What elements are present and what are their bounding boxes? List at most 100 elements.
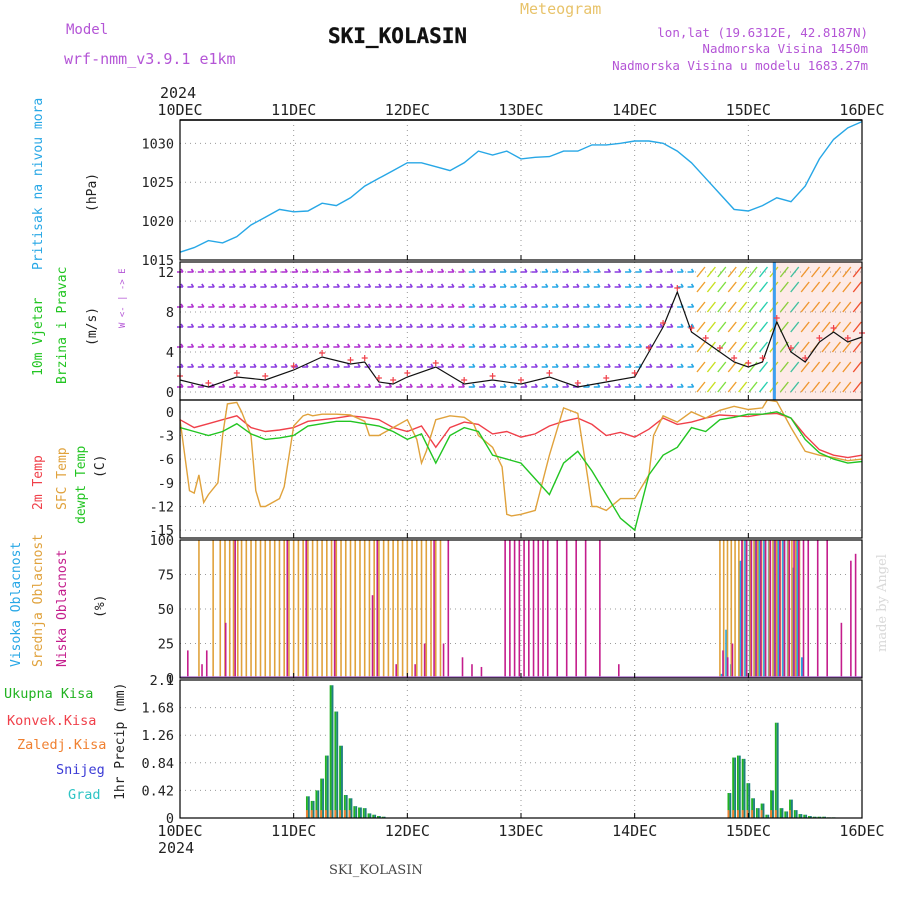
- precip-bar: [310, 800, 313, 818]
- precip-axis-labels: Ukupna Kisa Konvek.Kisa Zaledj.Kisa Snij…: [4, 683, 128, 803]
- wind-barb: [218, 303, 226, 308]
- legend-conv-rain: Konvek.Kisa: [7, 713, 96, 729]
- wind-barb: [437, 303, 445, 308]
- wind-barb: [354, 323, 361, 328]
- precip-bar-snow: [359, 807, 362, 818]
- legend-total-rain: Ukupna Kisa: [4, 686, 93, 702]
- wind-barb: [687, 303, 695, 308]
- wind-barb: [458, 268, 465, 273]
- wind-barb: [468, 283, 476, 288]
- wind-barb: [758, 361, 769, 373]
- wind-barb: [364, 383, 372, 388]
- precip-bar-snow: [753, 798, 755, 818]
- gust-marker: [461, 377, 468, 383]
- wind-barb: [831, 281, 841, 293]
- wind-barb: [302, 283, 309, 288]
- wind-barb: [500, 323, 507, 328]
- wind-barb: [552, 283, 559, 288]
- wind-barb: [748, 361, 758, 373]
- wind-barb: [738, 341, 748, 353]
- wind-barb: [333, 323, 340, 328]
- wind-barb: [687, 343, 695, 348]
- wind-barb: [322, 343, 330, 348]
- wind-barb: [343, 303, 351, 308]
- wind-barb: [468, 323, 476, 328]
- precip-bar-frz: [339, 810, 342, 818]
- wind-barb: [510, 363, 518, 368]
- precip-bar-frz: [774, 810, 777, 818]
- wind-barb: [727, 341, 737, 353]
- wind-barb: [197, 343, 205, 348]
- wind-barb: [614, 323, 622, 328]
- wind-barb: [645, 283, 653, 288]
- wind-barb: [374, 323, 382, 328]
- cloud-unit: (%): [93, 595, 108, 618]
- wind-barb: [748, 341, 758, 353]
- gust-marker: [375, 375, 382, 381]
- wind-barb: [583, 323, 591, 328]
- gust-marker: [688, 325, 695, 331]
- wind-barb: [322, 303, 330, 308]
- precip-bar-snow: [824, 816, 827, 818]
- wind-barb: [790, 381, 800, 393]
- wind-barb: [208, 303, 215, 308]
- wind-barb: [354, 268, 361, 273]
- precip-bar: [348, 798, 351, 818]
- gust-marker: [745, 360, 752, 366]
- gust-marker: [731, 355, 738, 361]
- wind-barb: [437, 363, 445, 368]
- x-tick-label-bottom: 11DEC: [271, 822, 316, 840]
- precip-bar-frz: [732, 810, 735, 818]
- wind-barb: [758, 281, 769, 293]
- wind-barb: [333, 343, 340, 348]
- wind-barb: [531, 268, 538, 273]
- wind-barb: [738, 266, 748, 278]
- wind-barb: [696, 301, 706, 313]
- wind-barb: [322, 323, 330, 328]
- wind-barb: [406, 268, 413, 273]
- wind-barb: [395, 363, 403, 368]
- precip-bar-snow: [312, 800, 315, 818]
- wind-barb: [552, 363, 559, 368]
- wind-barb: [625, 323, 632, 328]
- y-tick-label: 50: [158, 602, 174, 618]
- wind-barb: [656, 343, 663, 348]
- precip-bar-snow: [345, 795, 348, 818]
- precip-bar: [755, 808, 758, 818]
- wind-barb: [500, 303, 507, 308]
- gust-marker: [802, 355, 809, 361]
- wind-barb: [604, 323, 611, 328]
- gust-marker: [773, 315, 780, 321]
- wind-barb: [779, 321, 789, 333]
- wind-barb: [218, 383, 226, 388]
- gust-marker: [432, 360, 439, 366]
- wind-barb: [479, 303, 486, 308]
- x-tick-label-top: 14DEC: [612, 101, 657, 119]
- wind-barb: [614, 383, 622, 388]
- wind-barb: [197, 303, 205, 308]
- wind-barb: [614, 283, 622, 288]
- precip-bar: [381, 816, 384, 818]
- bottom-x-axis-labels: 10DEC 11DEC 12DEC 13DEC 14DEC 15DEC 16DEC: [157, 822, 884, 840]
- wind-barb: [779, 301, 789, 313]
- wind-barb: [291, 383, 299, 388]
- wind-barb: [831, 341, 841, 353]
- wind-barb: [208, 343, 215, 348]
- wind-barb: [270, 323, 278, 328]
- wind-barb: [187, 363, 195, 368]
- precip-bar: [362, 808, 365, 818]
- chart-title: SKI_KOLASIN: [328, 24, 467, 48]
- high-cloud-ylabel: Visoka Oblacnost: [9, 542, 24, 667]
- wind-barb: [427, 343, 434, 348]
- wind-barb: [583, 343, 591, 348]
- wind-barb: [727, 381, 737, 393]
- wind-barb: [552, 343, 559, 348]
- wind-barb: [604, 343, 611, 348]
- precip-bar: [732, 757, 735, 818]
- wind-barb: [666, 323, 674, 328]
- wind-barb: [531, 363, 538, 368]
- precip-bar-frz: [727, 810, 730, 818]
- wind-barb: [758, 266, 769, 278]
- wind-barb: [821, 381, 831, 393]
- wind-barb: [748, 281, 758, 293]
